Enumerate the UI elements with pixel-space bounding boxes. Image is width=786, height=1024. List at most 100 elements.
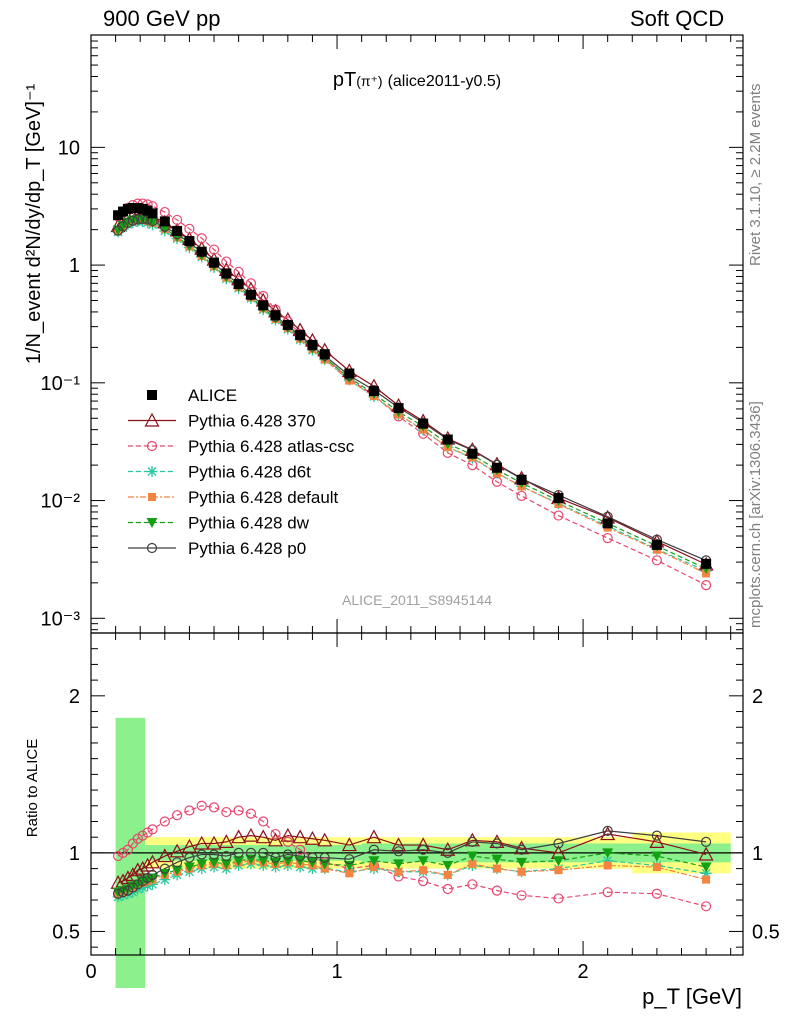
series-3-ratio-point [419,866,428,875]
series-4-ratio-point [368,856,380,867]
legend-marker [148,493,156,501]
series-4-ratio-point [183,862,195,873]
series-1-ratio-point [184,805,195,816]
legend-marker [146,466,158,477]
reference-point [701,558,712,569]
series-4-point [147,217,159,228]
series-5-ratio-point [553,838,564,849]
series-4-ratio-point [417,856,429,867]
series-4-ratio-point [442,860,454,871]
legend-marker [144,412,160,427]
series-0-ratio-point [243,827,259,842]
series-5-point [127,215,138,226]
series-5-ratio-point [208,849,220,860]
series-2-ratio-point [147,878,159,890]
series-5-ratio-point [282,849,293,860]
series-3-ratio-point [443,870,452,879]
series-0-ratio-point [120,870,136,885]
series-3-ratio-point [517,867,526,876]
series-1-ratio-point [208,802,220,813]
series-0-ratio-point [366,829,382,844]
plot-title: pT(π⁺) (alice2011-y0.5) [333,69,501,91]
reference-point [282,319,293,330]
series-5-ratio-point [196,849,207,860]
series-5-ratio-point [418,844,429,855]
reference-point [442,434,453,445]
series-4-ratio-point [491,854,503,865]
series-0-ratio-point [130,862,146,877]
series-5-ratio-point [112,888,124,899]
legend-entry: Pythia 6.428 p0 [188,539,306,558]
series-0-ratio-point [649,834,665,849]
series-4-ratio-point [602,848,614,859]
series-1-ratio-point [117,847,129,859]
reference-point [221,268,232,279]
series-1-ratio-point [122,844,134,855]
series-0-ratio-point [218,834,234,849]
series-5-ratio-point [344,854,355,865]
series-1-ratio-point [147,824,158,835]
axis-ticks [90,34,743,955]
series-1-ratio-point [112,850,124,862]
legend-entry: Pythia 6.428 dw [188,514,310,533]
series-4-line-upper [117,218,707,570]
series-1-line-upper [117,202,707,586]
series-4-ratio-point [233,856,245,867]
series-1-ratio-point [196,800,207,811]
plot-title-particle: (π⁺) [356,73,382,89]
series-4-ratio-point [270,857,282,868]
series-4-ratio-point [208,857,220,868]
series-0-ratio-point [140,857,156,872]
series-4-line-ratio [117,852,707,893]
series-0-ratio-point [181,838,197,853]
reference-point [467,448,478,459]
reference-point [233,279,244,290]
x-tick-label: 2 [578,961,589,983]
series-1-point [516,490,527,502]
series-5-ratio-point [270,852,281,863]
series-0-ratio-point [391,837,407,852]
series-5-ratio-point [467,836,478,848]
series-3-ratio-point [554,866,563,875]
legend-entry: Pythia 6.428 370 [188,412,316,431]
reference-point [270,310,281,321]
series-1-ratio-point [258,816,269,827]
series-4-ratio-point [159,868,171,879]
series-1-point [651,555,662,566]
series-3-ratio-point [345,869,354,878]
axis-labels: 0 1 2 10⁻³ 10⁻² 10⁻¹ 1 10 0.5 0.5 1 1 2 2 p_T [GeV] 1/N… [23,69,780,1009]
series-1-ratio-point [602,887,613,898]
series-4-ratio-point [294,856,306,867]
y-tick-label: 0.5 [52,921,80,943]
series-1-ratio-point [137,830,148,841]
series-5-ratio-point [127,882,138,893]
reference-point [184,236,195,247]
series-5-ratio-point [159,863,170,874]
series-5-ratio-point [137,876,148,887]
reference-point [295,329,306,340]
series-1-ratio-point [442,883,453,895]
series-4-point [112,225,124,236]
series-5-ratio-point [319,852,330,863]
series-2-ratio-point [142,880,154,892]
series-5-point [122,217,134,229]
series-1-point [602,532,613,544]
series-1-point [553,510,564,521]
series-5-ratio-point [393,846,404,857]
series-markers [110,198,714,912]
lower-frame [90,632,744,956]
reference-point [418,418,429,429]
x-axis-title: p_T [GeV] [642,984,742,1009]
series-1-ratio-point [295,844,306,855]
series-4-ratio-point [306,857,318,868]
reference-point [553,493,564,504]
reference-point [258,300,269,311]
legend-marker [146,440,158,452]
series-2-ratio-point [602,855,614,867]
y-tick-label-right: 0.5 [752,921,780,943]
series-5-ratio-point [700,836,712,848]
series-0-ratio-point [341,837,357,852]
series-4-ratio-point [393,859,405,870]
series-3-ratio-point [603,861,612,870]
series-1-ratio-point [245,808,257,819]
